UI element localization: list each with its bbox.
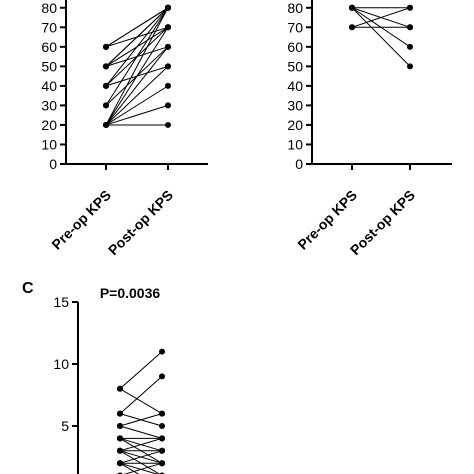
category-label: Pre-op KPS [48,187,114,253]
pre-op-point [117,410,123,417]
paired-line [105,26,169,67]
paired-line [105,65,169,126]
pre-op-point [103,102,109,109]
y-tick-label: 60 [287,39,303,55]
y-tick-label: 15 [53,294,69,310]
pre-op-point [117,447,123,454]
y-tick-label: 80 [41,0,57,16]
paired-line [119,450,161,474]
post-op-point [159,410,165,417]
post-op-point [165,63,171,70]
paired-line [105,65,169,87]
y-tick-label: 50 [287,58,303,74]
y-tick-label: 30 [287,97,303,113]
paired-line [105,7,169,126]
paired-line [105,104,169,126]
post-op-point [159,373,165,380]
paired-line [119,462,140,474]
post-op-point [407,63,413,70]
y-tick-label: 0 [49,156,57,172]
post-op-point [165,102,171,109]
panel-label: C [22,280,34,297]
y-tick-label: 20 [41,117,57,133]
y-tick-label: 10 [287,136,303,152]
post-op-point [159,348,165,355]
y-tick-label: 10 [41,136,57,152]
y-tick-label: 0 [295,156,303,172]
pre-op-point [103,121,109,128]
post-op-point [165,24,171,31]
y-tick-label: 60 [41,39,57,55]
y-tick-label: 50 [41,58,57,74]
post-op-point [165,43,171,50]
y-tick-label: 70 [287,19,303,35]
paired-line [105,7,169,48]
paired-line [351,7,411,28]
y-tick-label: 30 [41,97,57,113]
pre-op-point [349,24,355,31]
pre-op-point [117,460,123,467]
y-tick-label: 80 [287,0,303,16]
pre-op-point [103,82,109,89]
paired-line [105,46,169,67]
paired-line [105,26,169,48]
paired-line [351,7,411,67]
paired-line [105,85,169,126]
post-op-point [165,121,171,128]
post-op-point [159,447,165,454]
pre-op-point [103,63,109,70]
category-label: Post-op KPS [105,187,176,258]
y-tick-label: 40 [41,78,57,94]
post-op-point [165,82,171,89]
post-op-point [159,423,165,429]
post-op-point [165,4,171,11]
paired-line [119,450,163,464]
paired-line [119,376,163,414]
paired-line [105,46,169,126]
post-op-point [159,460,165,467]
pre-op-point [117,385,123,392]
y-tick-label: 10 [53,356,69,372]
paired-line [119,413,163,427]
pre-op-point [103,43,109,50]
p-value-annotation: P=0.0036 [100,285,161,301]
post-op-point [407,24,413,31]
paired-line [119,425,163,439]
paired-line [119,437,163,452]
y-tick-label: 20 [287,117,303,133]
pre-op-point [117,435,123,442]
post-op-point [407,4,413,11]
post-op-point [407,43,413,50]
pre-op-point [117,423,123,429]
y-tick-label: 70 [41,19,57,35]
post-op-point [159,435,165,442]
y-tick-label: 40 [287,78,303,94]
paired-line [119,388,163,415]
paired-line [119,351,163,390]
pre-op-point [349,4,355,11]
y-tick-label: 5 [61,418,69,434]
